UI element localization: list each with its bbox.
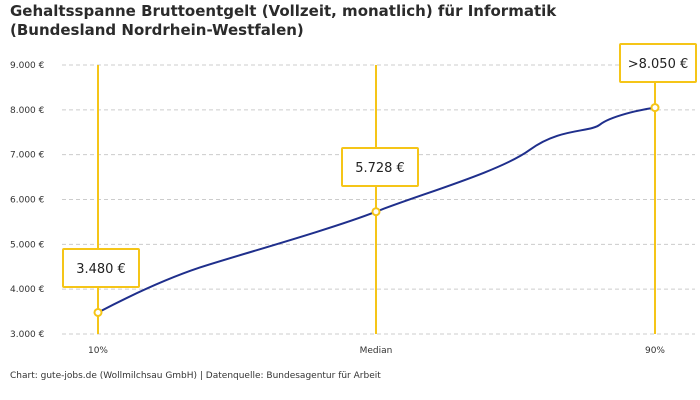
data-label-callouts: 3.480 € 5.728 € >8.050 € [62,43,697,288]
data-points [93,103,660,317]
chart-title: Gehaltsspanne Bruttoentgelt (Vollzeit, m… [10,2,557,39]
data-label: 3.480 € [76,262,126,277]
y-tick-label: 5.000 € [10,240,45,250]
series-line [97,106,656,314]
y-tick-label: 3.000 € [10,330,45,340]
x-tick-label: 90% [645,346,665,356]
data-label-box [619,43,697,83]
data-point [650,103,660,113]
data-label-box [62,248,140,288]
data-label: 5.728 € [355,161,405,176]
y-tick-label: 4.000 € [10,285,45,295]
data-label: >8.050 € [628,57,689,72]
x-tick-label: 10% [88,346,108,356]
data-point [371,207,381,217]
x-tick-label: Median [360,346,393,356]
y-axis-ticks: 3.000 € 4.000 € 5.000 € 6.000 € 7.000 € 8.000… [10,61,45,340]
data-point [93,307,103,317]
chart-footer: Chart: gute-jobs.de (Wollmilchsau GmbH) … [10,371,381,381]
grid-lines [62,64,695,335]
y-tick-label: 6.000 € [10,196,45,206]
y-tick-label: 9.000 € [10,61,45,71]
y-tick-label: 7.000 € [10,151,45,161]
x-axis-ticks: 10% Median 90% [88,346,665,356]
data-label-box [341,147,419,187]
y-tick-label: 8.000 € [10,106,45,116]
